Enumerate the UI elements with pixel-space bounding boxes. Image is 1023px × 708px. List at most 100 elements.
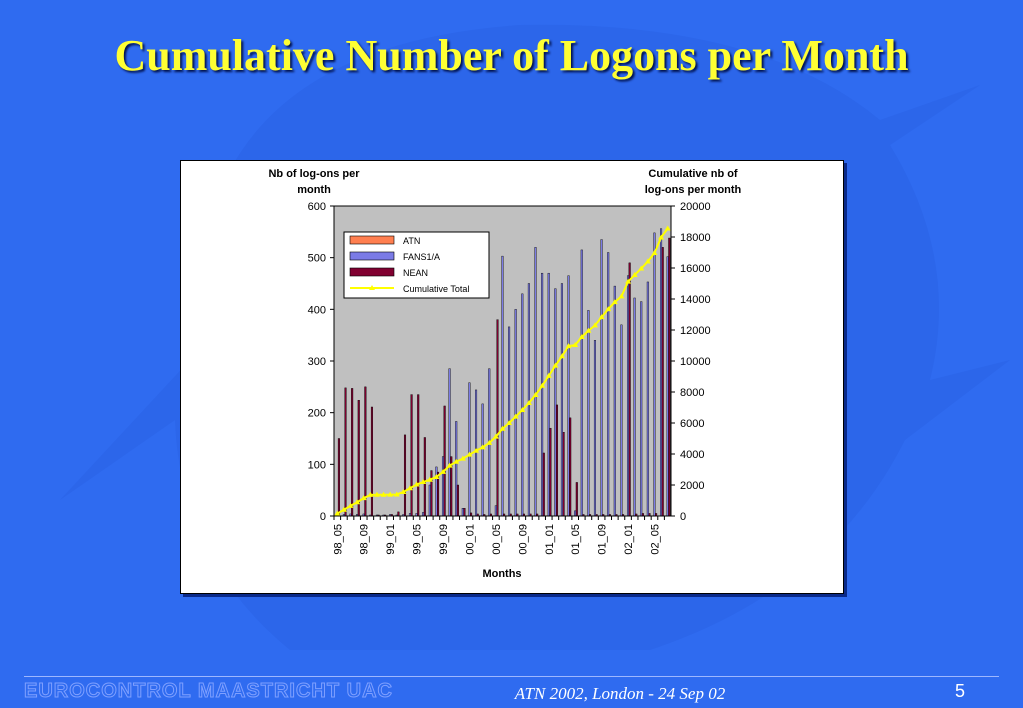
cumulative-point-98_05 bbox=[334, 510, 341, 516]
cumulative-point-00_12 bbox=[539, 382, 546, 388]
bar-nean-01_02 bbox=[555, 404, 559, 517]
bar-fans1-a-01_02 bbox=[554, 288, 557, 517]
cumulative-point-01_09 bbox=[598, 314, 605, 320]
bar-nean-99_04 bbox=[410, 394, 413, 517]
bar-fans1-a-01_11 bbox=[613, 285, 616, 517]
bar-fans1-a-01_06 bbox=[580, 249, 583, 517]
x-tick-label: 98_09 bbox=[359, 524, 371, 555]
y2-tick-label: 16000 bbox=[680, 263, 711, 275]
cumulative-point-02_04 bbox=[644, 258, 651, 264]
y2-tick-label: 14000 bbox=[680, 294, 711, 306]
cumulative-point-99_11 bbox=[453, 458, 460, 464]
x-axis-label: Months bbox=[482, 568, 521, 580]
cumulative-point-00_03 bbox=[479, 444, 486, 450]
legend-label: ATN bbox=[403, 236, 420, 246]
y-tick-label: 600 bbox=[308, 201, 326, 213]
bar-fans1-a-00_09 bbox=[521, 293, 524, 517]
bar-nean-98_10 bbox=[370, 406, 373, 517]
cumulative-point-01_05 bbox=[572, 342, 579, 348]
cumulative-point-01_10 bbox=[605, 306, 612, 312]
legend-label: NEAN bbox=[403, 268, 428, 278]
cumulative-point-02_01 bbox=[625, 278, 632, 284]
legend-swatch bbox=[349, 267, 395, 277]
legend-label: Cumulative Total bbox=[403, 284, 469, 294]
bar-nean-00_12 bbox=[542, 452, 545, 517]
cumulative-point-99_12 bbox=[459, 455, 466, 461]
bar-fans1-a-01_03 bbox=[560, 283, 563, 517]
bar-fans1-a-00_12 bbox=[541, 272, 544, 517]
y2-tick-label: 6000 bbox=[680, 418, 704, 430]
cumulative-point-00_02 bbox=[473, 447, 480, 453]
cumulative-point-98_12 bbox=[380, 491, 387, 497]
footer-event: ATN 2002, London - 24 Sep 02 bbox=[514, 684, 726, 703]
cumulative-point-01_08 bbox=[592, 322, 599, 328]
bar-nean-99_07 bbox=[430, 470, 433, 517]
cumulative-point-00_08 bbox=[512, 413, 519, 419]
x-tick-label: 99_05 bbox=[412, 524, 424, 555]
y-tick-label: 0 bbox=[320, 511, 326, 523]
bar-nean-99_06 bbox=[423, 437, 426, 517]
y2-axis-label-line1: Cumulative nb of bbox=[648, 168, 738, 180]
y-axis-label-line2: month bbox=[297, 184, 331, 196]
cumulative-point-99_07 bbox=[426, 476, 433, 482]
cumulative-point-01_02 bbox=[552, 362, 559, 368]
cumulative-point-00_06 bbox=[499, 425, 506, 431]
bar-nean-98_07 bbox=[351, 388, 354, 517]
cumulative-point-99_01 bbox=[387, 491, 394, 497]
x-tick-label: 99_01 bbox=[385, 524, 397, 555]
bar-fans1-a-02_03 bbox=[640, 301, 643, 517]
cumulative-point-02_02 bbox=[631, 271, 638, 277]
legend-label: FANS1/A bbox=[403, 252, 440, 262]
y2-tick-label: 12000 bbox=[680, 325, 711, 337]
cumulative-point-98_10 bbox=[367, 491, 374, 497]
bar-fans1-a-02_04 bbox=[646, 281, 649, 517]
bar-fans1-a-00_06 bbox=[501, 255, 504, 517]
cumulative-point-99_10 bbox=[446, 462, 453, 468]
cumulative-point-99_08 bbox=[433, 473, 440, 479]
cumulative-point-99_03 bbox=[400, 488, 407, 494]
x-tick-label: 99_09 bbox=[438, 524, 450, 555]
bar-fans1-a-00_02 bbox=[475, 389, 478, 517]
bar-fans1-a-00_08 bbox=[514, 309, 517, 517]
bar-fans1-a-01_08 bbox=[593, 340, 597, 517]
bar-nean-99_12 bbox=[463, 508, 466, 517]
bar-fans1-a-02_01 bbox=[626, 275, 630, 517]
y-tick-label: 500 bbox=[308, 253, 326, 265]
legend: ATN FANS1/A NEAN Cumulative Total bbox=[343, 231, 490, 299]
cumulative-point-02_07 bbox=[664, 225, 671, 231]
cumulative-point-99_04 bbox=[406, 485, 413, 491]
bar-fans1-a-99_12 bbox=[461, 508, 464, 517]
x-tick-label: 00_09 bbox=[517, 524, 529, 555]
cumulative-point-98_07 bbox=[347, 502, 354, 508]
y2-tick-label: 0 bbox=[680, 511, 686, 523]
cumulative-point-00_10 bbox=[525, 400, 532, 406]
cumulative-point-99_06 bbox=[420, 479, 427, 485]
bar-nean-00_05 bbox=[496, 319, 499, 517]
legend-swatch bbox=[349, 251, 395, 261]
bar-fans1-a-01_09 bbox=[600, 239, 603, 517]
bar-fans1-a-00_11 bbox=[534, 247, 537, 517]
cumulative-point-01_04 bbox=[565, 343, 572, 349]
x-tick-label: 01_01 bbox=[544, 524, 556, 555]
bar-nean-02_06 bbox=[661, 247, 664, 517]
bar-nean-01_05 bbox=[575, 482, 578, 517]
bar-fans1-a-01_07 bbox=[587, 310, 590, 517]
bar-fans1-a-99_10 bbox=[448, 368, 451, 517]
bar-fans1-a-00_01 bbox=[468, 382, 471, 517]
bar-fans1-a-02_05 bbox=[653, 232, 656, 517]
cumulative-point-01_06 bbox=[578, 333, 585, 339]
bar-fans1-a-00_05 bbox=[494, 505, 497, 517]
cumulative-point-00_07 bbox=[506, 420, 513, 425]
y-tick-label: 100 bbox=[308, 459, 326, 471]
chart-panel: Nb of log-ons per month Cumulative nb of… bbox=[180, 160, 844, 594]
bar-fans1-a-01_05 bbox=[574, 510, 577, 517]
cumulative-point-02_06 bbox=[658, 234, 665, 240]
bar-nean-99_03 bbox=[403, 434, 407, 517]
cumulative-point-01_07 bbox=[585, 327, 592, 333]
cumulative-point-01_03 bbox=[558, 353, 565, 359]
bar-fans1-a-00_10 bbox=[527, 283, 530, 517]
x-tick-label: 01_05 bbox=[570, 524, 582, 555]
bar-nean-02_07 bbox=[668, 237, 671, 517]
cumulative-point-00_05 bbox=[492, 433, 499, 439]
bar-fans1-a-02_07 bbox=[666, 256, 669, 517]
